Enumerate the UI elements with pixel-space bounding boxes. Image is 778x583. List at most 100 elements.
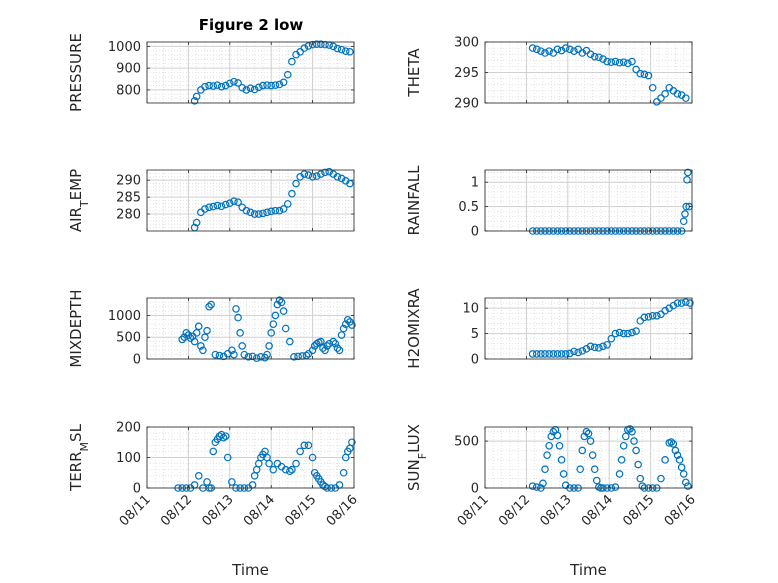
data-point xyxy=(265,342,273,350)
data-point xyxy=(339,468,348,477)
data-point xyxy=(348,321,356,329)
y-tick-label: 0 xyxy=(133,482,141,497)
data-point xyxy=(329,42,338,51)
data-point xyxy=(549,427,558,436)
data-point xyxy=(561,350,570,358)
axes-box xyxy=(146,169,355,232)
data-point xyxy=(590,52,599,61)
data-point xyxy=(543,451,551,459)
data-point xyxy=(617,456,626,464)
data-point xyxy=(537,47,545,55)
data-point xyxy=(217,202,226,211)
data-point xyxy=(611,329,620,338)
data-point xyxy=(545,47,553,55)
data-point xyxy=(267,329,276,337)
data-point xyxy=(279,205,288,213)
data-point xyxy=(304,42,313,50)
data-point xyxy=(209,82,218,90)
subplot-6: 0 5 10 H2OMIXRA xyxy=(405,288,694,369)
data-point xyxy=(192,92,201,101)
data-point xyxy=(228,346,236,355)
data-point xyxy=(648,311,657,320)
data-point xyxy=(607,58,616,66)
data-point xyxy=(250,210,259,218)
data-point xyxy=(628,427,636,436)
data-point xyxy=(292,179,300,188)
y-tick-label: 0 xyxy=(471,353,479,368)
data-point xyxy=(532,45,541,54)
data-point xyxy=(624,59,632,68)
data-point xyxy=(671,446,680,455)
data-point xyxy=(199,346,207,355)
y-tick-label: 295 xyxy=(454,66,479,81)
data-point xyxy=(681,298,690,306)
data-point xyxy=(319,344,327,352)
data-point xyxy=(221,81,230,90)
data-point xyxy=(230,350,238,359)
data-point xyxy=(661,456,669,464)
y-tick-label: 0.5 xyxy=(458,200,479,215)
data-point xyxy=(209,447,218,456)
y-axis-label: PRESSURE xyxy=(67,33,85,112)
data-point xyxy=(286,467,294,476)
data-point xyxy=(288,189,296,198)
data-point xyxy=(335,346,344,355)
y-axis-label: SUNFLUX xyxy=(405,424,429,491)
data-point xyxy=(194,322,203,331)
data-point xyxy=(275,206,284,215)
data-point xyxy=(267,81,276,90)
data-point xyxy=(561,44,570,52)
data-point xyxy=(308,40,317,49)
data-point xyxy=(333,44,342,53)
data-point xyxy=(586,342,595,351)
data-point xyxy=(323,342,331,350)
y-tick-label: 0 xyxy=(133,353,141,368)
data-point xyxy=(192,329,201,337)
axes-background xyxy=(485,427,692,488)
data-point xyxy=(541,49,549,57)
data-point xyxy=(207,300,215,309)
data-point xyxy=(273,300,282,309)
data-point xyxy=(528,482,537,490)
data-point xyxy=(217,82,226,91)
data-point xyxy=(279,307,288,315)
data-point xyxy=(582,427,591,436)
data-point xyxy=(346,179,354,188)
data-point xyxy=(607,334,616,343)
data-point xyxy=(677,463,686,472)
data-point xyxy=(632,327,640,335)
data-point xyxy=(221,200,230,209)
data-point xyxy=(528,44,537,52)
data-point xyxy=(254,210,263,218)
data-point xyxy=(190,97,199,105)
data-point xyxy=(304,441,313,450)
data-point xyxy=(640,313,649,322)
data-point xyxy=(205,302,213,311)
y-axis-label: RAINFALL xyxy=(405,165,423,236)
data-point xyxy=(603,57,611,66)
data-point xyxy=(346,48,354,56)
data-point xyxy=(576,465,585,474)
data-point xyxy=(644,71,653,80)
data-point xyxy=(228,478,236,486)
data-point xyxy=(590,343,599,352)
data-point xyxy=(549,350,558,358)
data-point xyxy=(557,350,566,358)
data-point xyxy=(205,81,213,90)
axes-box xyxy=(146,41,355,104)
data-point xyxy=(628,328,636,337)
data-point xyxy=(630,437,638,445)
data-point xyxy=(339,324,348,333)
data-point xyxy=(277,298,286,307)
data-point xyxy=(337,331,346,339)
data-point xyxy=(263,208,271,217)
data-point xyxy=(234,79,242,87)
data-point xyxy=(259,209,267,218)
data-point xyxy=(292,459,300,468)
data-point xyxy=(304,171,313,179)
data-point xyxy=(545,350,553,358)
data-point xyxy=(586,50,595,59)
y-axis-label: AIRTEMP xyxy=(67,169,91,232)
data-point xyxy=(240,350,249,359)
data-point xyxy=(653,311,661,320)
